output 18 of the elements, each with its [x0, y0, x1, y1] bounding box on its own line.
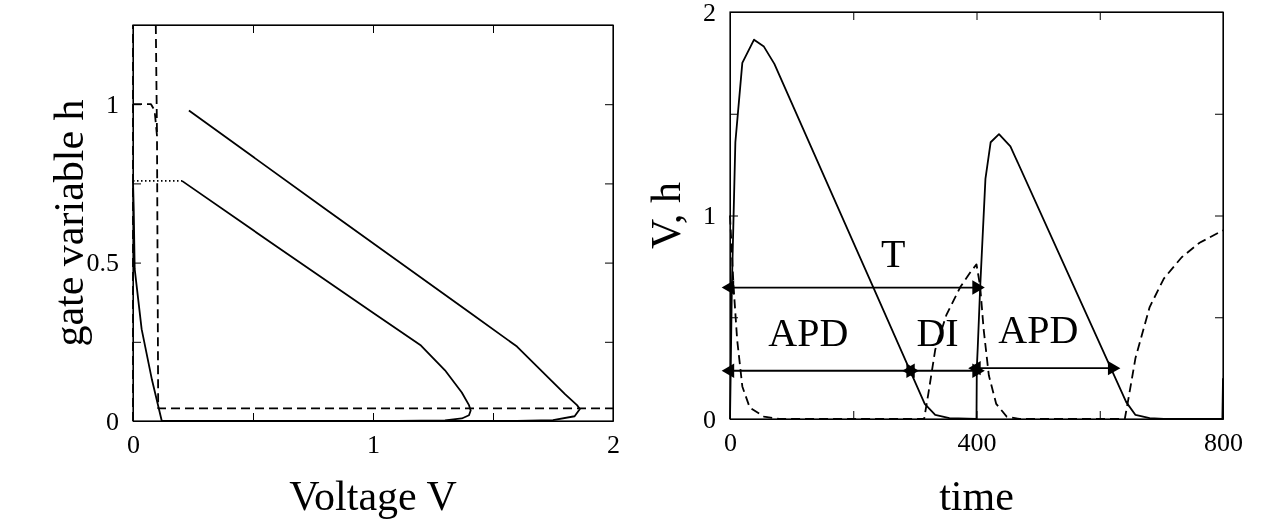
- y-tick-label: 0: [106, 406, 119, 436]
- annotation: T: [881, 230, 906, 276]
- x-tick-label: 0: [127, 430, 140, 460]
- y-axis-title: V, h: [643, 182, 689, 249]
- x-axis-title: Voltage V: [289, 473, 457, 519]
- annotation: APD: [998, 307, 1079, 353]
- annotation: APD: [768, 309, 849, 355]
- y-tick-label: 2: [703, 0, 716, 27]
- x-axis-title: time: [939, 473, 1014, 519]
- x-tick-label: 400: [957, 428, 997, 458]
- annotation: DI: [916, 309, 959, 355]
- x-tick-label: 2: [607, 430, 620, 460]
- y-tick-label: 1: [106, 90, 119, 120]
- x-tick-label: 800: [1204, 428, 1243, 458]
- y-tick-label: 0: [703, 404, 716, 434]
- x-tick-label: 0: [724, 428, 737, 458]
- x-tick-label: 1: [367, 430, 380, 460]
- y-tick-label: 1: [703, 201, 716, 231]
